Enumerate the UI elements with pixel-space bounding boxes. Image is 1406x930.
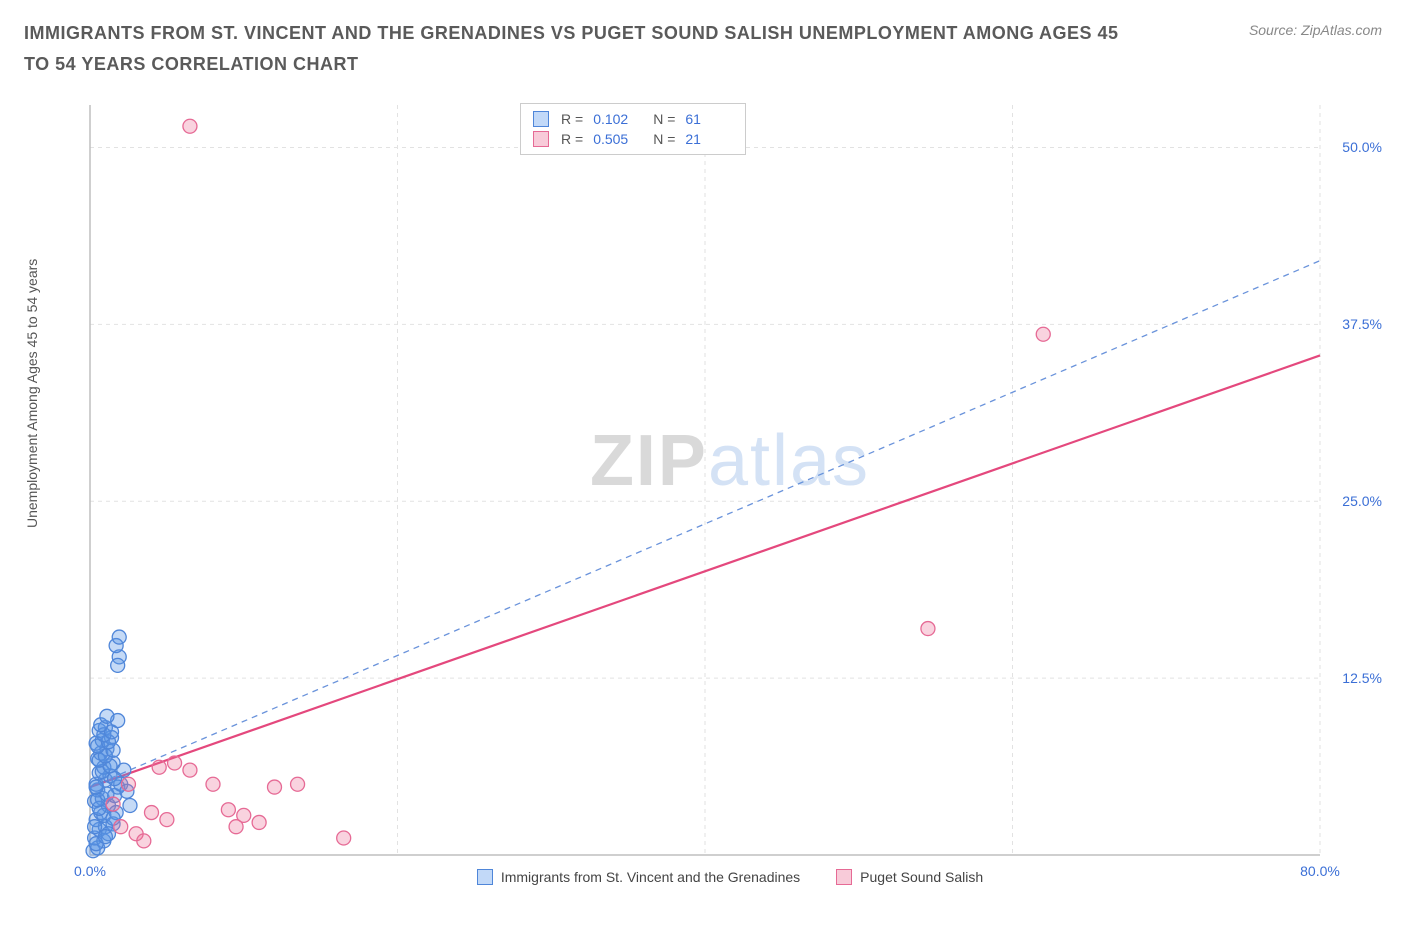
stats-legend-row: R = 0.505 N = 21 <box>533 129 733 149</box>
plot-region: ZIPatlas R =0.102N =61R =0.505N =21 12.5… <box>80 100 1380 885</box>
chart-area: Unemployment Among Ages 45 to 54 years Z… <box>60 100 1380 885</box>
n-value: 61 <box>685 111 733 127</box>
legend-swatch <box>477 869 493 885</box>
y-tick-label: 50.0% <box>1342 139 1382 155</box>
series-legend: Immigrants from St. Vincent and the Gren… <box>80 869 1380 888</box>
scatter-plot-svg <box>80 100 1380 885</box>
stats-legend-row: R = 0.102 N = 61 <box>533 109 733 129</box>
source-attribution: Source: ZipAtlas.com <box>1249 22 1382 38</box>
n-value: 21 <box>685 131 733 147</box>
stats-legend: R = 0.102 N = 61 R = 0.505 N = 21 <box>520 103 746 155</box>
y-axis-label: Unemployment Among Ages 45 to 54 years <box>24 259 40 528</box>
r-value: 0.102 <box>593 111 641 127</box>
y-tick-label: 37.5% <box>1342 316 1382 332</box>
r-label: R = <box>561 131 583 147</box>
series-legend-label: Immigrants from St. Vincent and the Gren… <box>501 869 800 885</box>
legend-swatch <box>836 869 852 885</box>
y-tick-label: 12.5% <box>1342 670 1382 686</box>
series-legend-item: Puget Sound Salish <box>836 869 983 885</box>
series-legend-item: Immigrants from St. Vincent and the Gren… <box>477 869 800 885</box>
n-label: N = <box>653 111 675 127</box>
legend-swatch <box>533 111 549 127</box>
chart-title: IMMIGRANTS FROM ST. VINCENT AND THE GREN… <box>24 18 1124 79</box>
r-value: 0.505 <box>593 131 641 147</box>
n-label: N = <box>653 131 675 147</box>
r-label: R = <box>561 111 583 127</box>
y-tick-label: 25.0% <box>1342 493 1382 509</box>
series-legend-label: Puget Sound Salish <box>860 869 983 885</box>
legend-swatch <box>533 131 549 147</box>
